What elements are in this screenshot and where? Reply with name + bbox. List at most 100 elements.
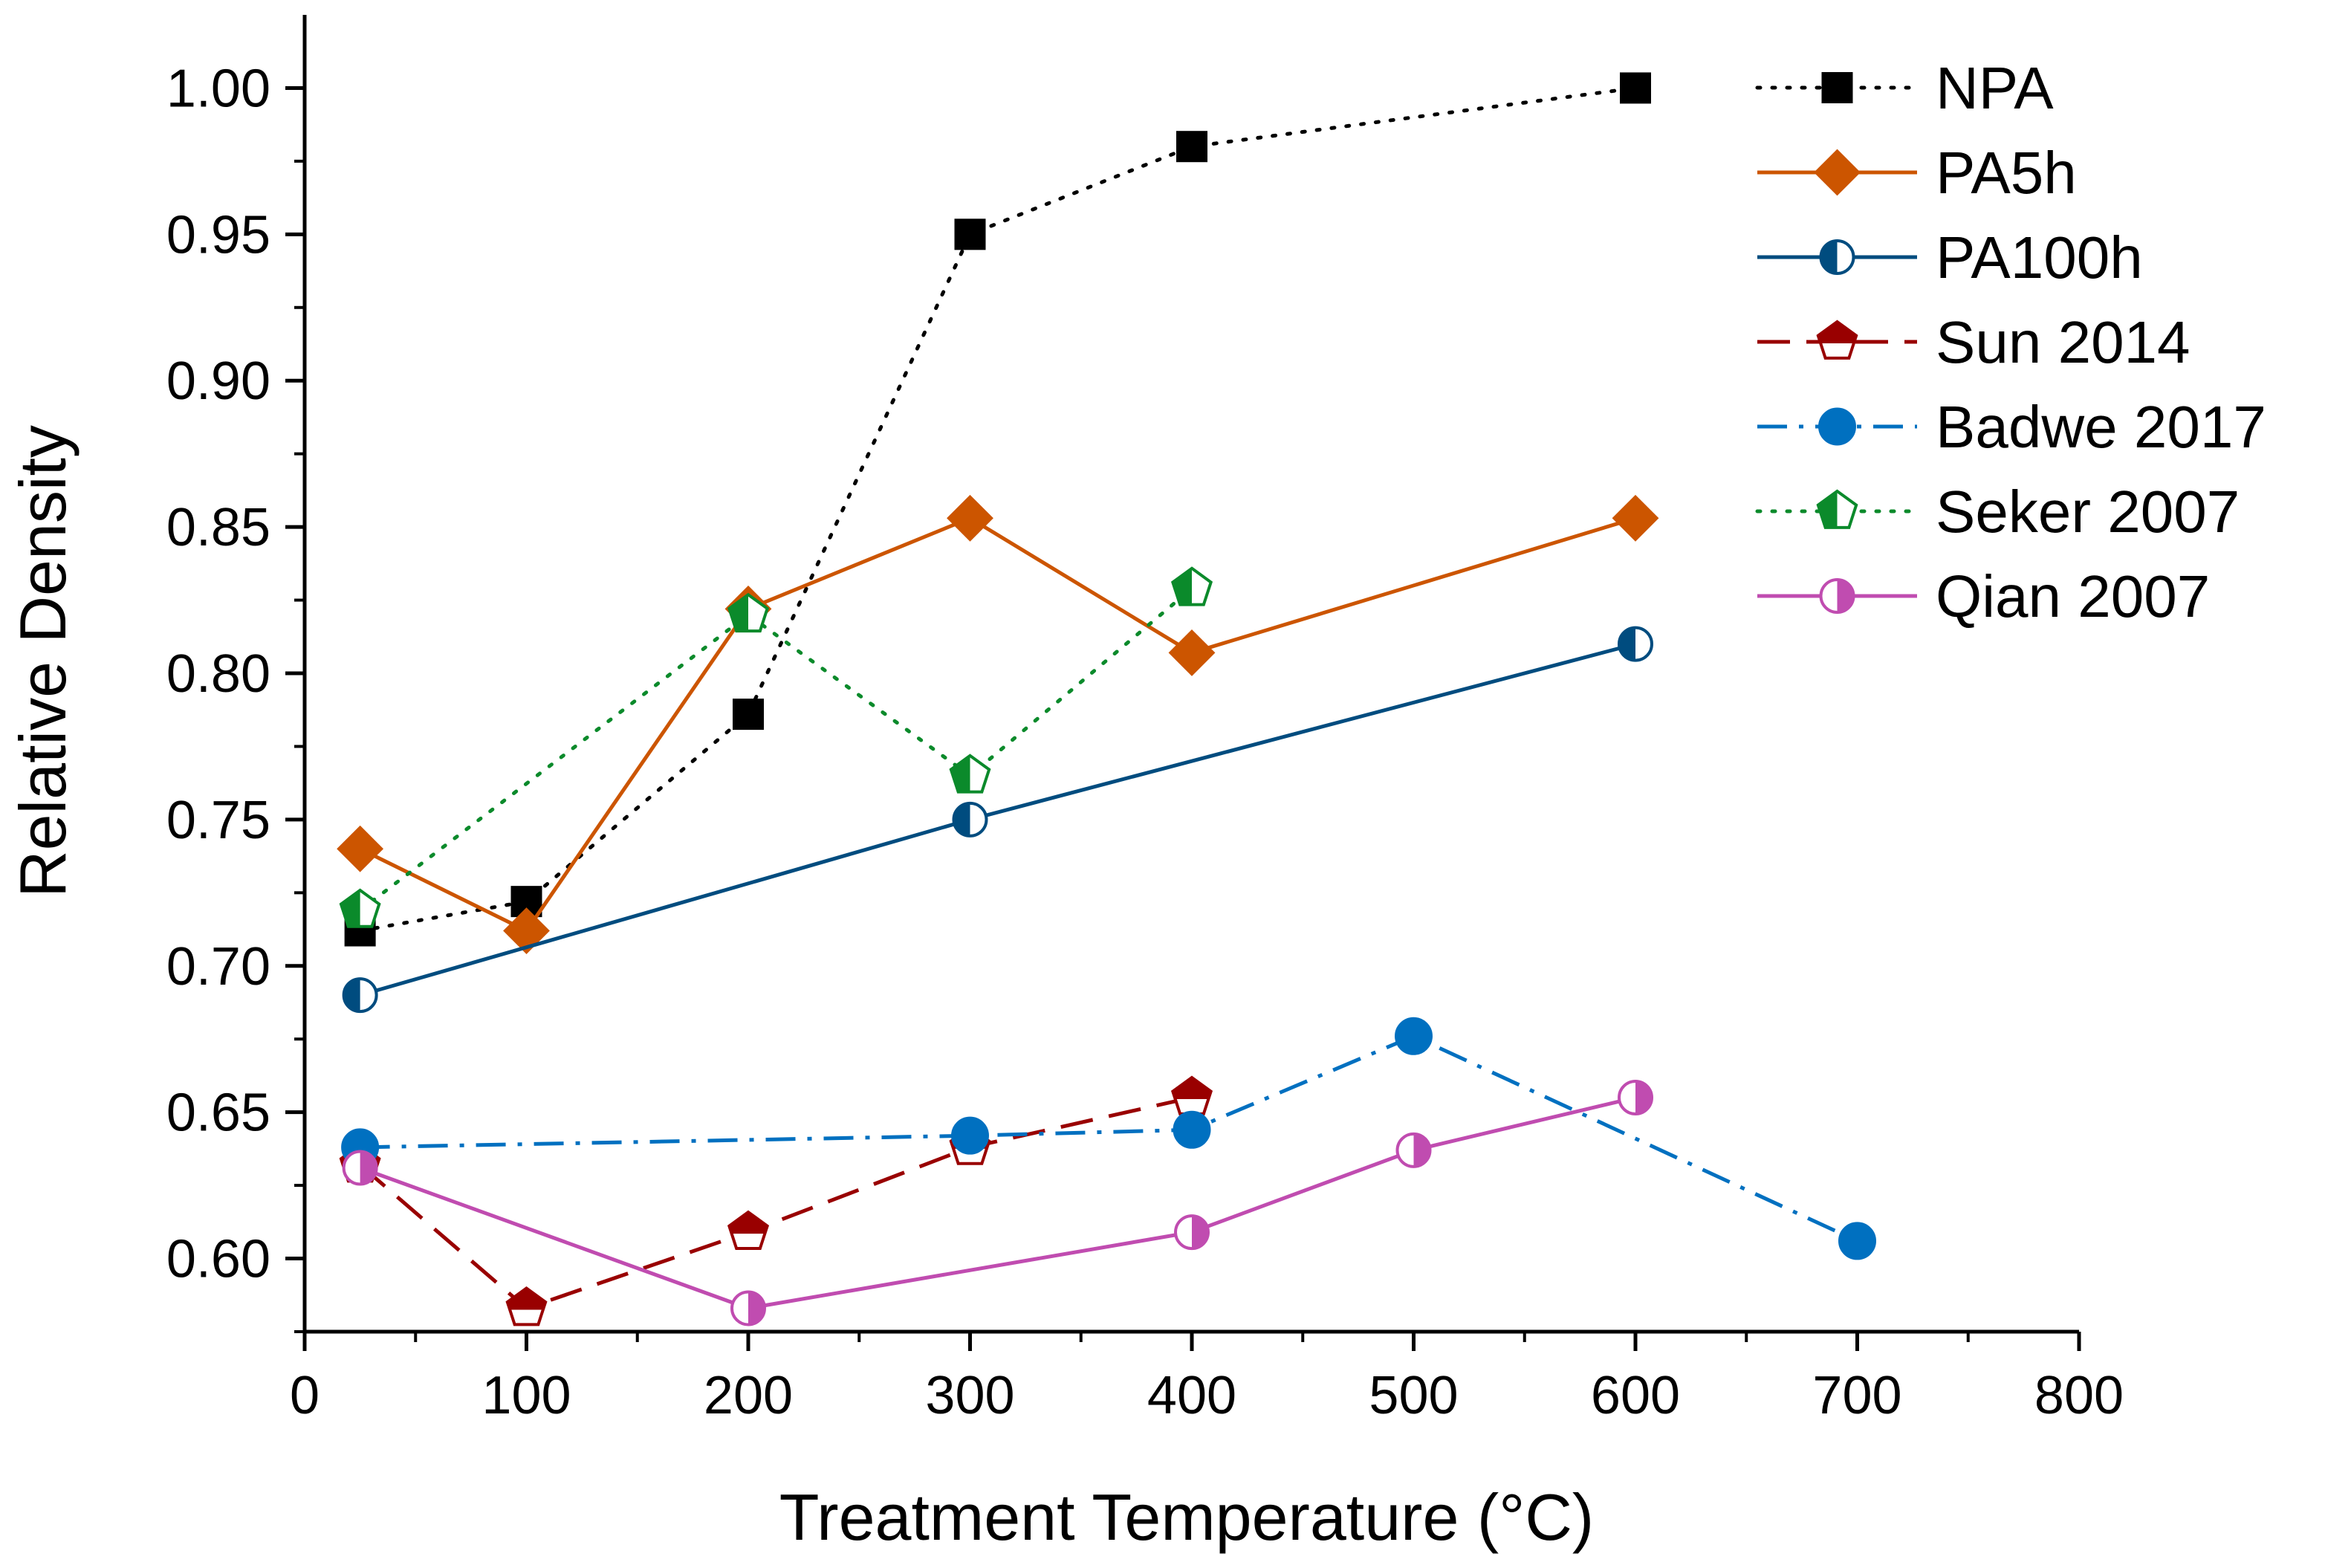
data-point	[339, 888, 381, 928]
x-tick-label: 0	[290, 1366, 320, 1425]
marker-pentagon-fill	[1173, 1077, 1211, 1099]
marker-pentagon-fill	[729, 1212, 768, 1234]
data-point	[1819, 578, 1855, 614]
y-axis-title: Relative Density	[6, 425, 80, 898]
legend-label: Badwe 2017	[1936, 394, 2266, 460]
x-tick-label: 800	[2034, 1366, 2124, 1425]
data-point	[1818, 407, 1856, 446]
marker-square	[954, 218, 986, 250]
x-tick-label: 700	[1812, 1366, 1901, 1425]
data-point	[503, 907, 550, 954]
data-point	[342, 1150, 378, 1186]
data-point	[1173, 1110, 1211, 1149]
data-point	[1816, 489, 1858, 529]
marker-square	[1176, 131, 1207, 163]
y-tick-label: 0.85	[166, 498, 270, 557]
y-tick-label: 0.75	[166, 791, 270, 850]
y-tick-label: 0.65	[166, 1083, 270, 1143]
x-tick-label: 100	[481, 1366, 571, 1425]
data-point	[1395, 1017, 1433, 1055]
marker-circle-fill	[953, 803, 970, 836]
data-point	[951, 1116, 989, 1155]
marker-diamond	[1814, 149, 1861, 196]
series-line	[360, 1034, 1858, 1243]
data-point	[1618, 1079, 1653, 1115]
data-point	[1395, 1132, 1432, 1168]
marker-pentagon-fill	[340, 890, 360, 927]
data-point	[342, 977, 378, 1014]
series-line	[358, 586, 1194, 913]
data-point	[952, 801, 988, 838]
data-point	[947, 494, 993, 542]
data-point	[1174, 1214, 1210, 1251]
marker-diamond	[1612, 494, 1659, 542]
legend-label: NPA	[1936, 55, 2054, 121]
marker-circle-fill	[1635, 1081, 1652, 1114]
y-tick-label: 0.90	[166, 351, 270, 411]
marker-circle	[1173, 1110, 1211, 1149]
series	[341, 1017, 1876, 1260]
marker-diamond	[503, 907, 550, 954]
data-point	[1821, 72, 1853, 103]
legend-item: Seker 2007	[1755, 479, 2240, 545]
series	[342, 1079, 1653, 1326]
x-tick-label: 300	[925, 1366, 1014, 1425]
y-tick-label: 1.00	[166, 59, 270, 118]
marker-circle-fill	[1619, 627, 1635, 661]
legend-item: Sun 2014	[1757, 309, 2191, 375]
marker-pentagon-fill	[1817, 491, 1838, 528]
legend-label: PA5h	[1936, 140, 2077, 206]
series	[339, 1075, 1213, 1326]
legend-item: Badwe 2017	[1757, 394, 2266, 460]
x-axis-title: Treatment Temperature (°C)	[779, 1480, 1594, 1554]
data-point	[505, 1286, 548, 1326]
data-point	[337, 825, 384, 872]
marker-square	[733, 699, 764, 730]
y-tick-label: 0.70	[166, 937, 270, 997]
series-line	[359, 1095, 1636, 1311]
marker-circle	[1838, 1222, 1876, 1260]
marker-circle-fill	[1192, 1216, 1209, 1249]
legend-label: Seker 2007	[1936, 479, 2240, 545]
y-tick-label: 0.95	[166, 205, 270, 265]
axes: 0 100 200 300 400 500 600 700 800 0.60 0.65 0.70 0.7…	[166, 15, 2124, 1425]
marker-pentagon-fill	[507, 1288, 546, 1310]
series-layer	[337, 72, 1876, 1326]
data-point	[733, 699, 764, 730]
data-point	[1170, 1075, 1213, 1115]
legend-label: Sun 2014	[1936, 309, 2191, 375]
series	[339, 566, 1213, 928]
marker-circle-fill	[1413, 1133, 1430, 1167]
x-tick-label: 500	[1369, 1366, 1458, 1425]
data-point	[954, 218, 986, 250]
data-point	[1168, 629, 1216, 676]
x-tick-label: 400	[1147, 1366, 1236, 1425]
data-point	[1618, 626, 1653, 662]
data-point	[727, 592, 770, 633]
data-point	[730, 1290, 766, 1326]
data-point	[1814, 149, 1861, 196]
marker-circle-fill	[748, 1292, 765, 1325]
series	[337, 494, 1659, 954]
marker-diamond	[947, 494, 993, 542]
series	[344, 72, 1651, 947]
series-line	[359, 516, 1636, 933]
series-line	[358, 1095, 1193, 1311]
data-point	[727, 1210, 770, 1250]
marker-circle-fill	[343, 979, 360, 1012]
legend-item: NPA	[1755, 55, 2054, 121]
legend-label: Qian 2007	[1936, 563, 2210, 629]
x-tick-label: 200	[704, 1366, 793, 1425]
marker-circle-fill	[1820, 241, 1838, 273]
marker-square	[1620, 72, 1651, 104]
data-point	[1612, 494, 1659, 542]
series	[342, 626, 1653, 1014]
marker-pentagon-fill	[729, 595, 748, 632]
marker-pentagon-fill	[950, 755, 970, 792]
data-point	[1819, 239, 1855, 275]
data-point	[1838, 1222, 1876, 1260]
legend-item: Qian 2007	[1757, 563, 2210, 629]
series-line	[359, 642, 1636, 997]
marker-diamond	[1168, 629, 1216, 676]
